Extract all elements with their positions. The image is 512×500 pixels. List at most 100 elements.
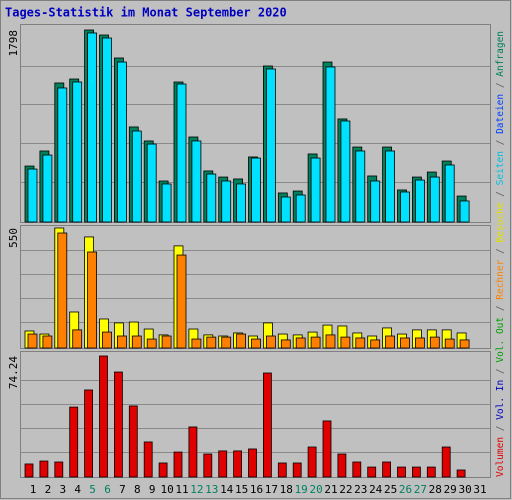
bar [27, 168, 38, 223]
bar [176, 83, 187, 223]
bar [456, 469, 466, 478]
bar [251, 338, 261, 349]
legend-separator: / [495, 426, 506, 432]
bar [218, 450, 228, 478]
x-tick-label: 17 [265, 483, 278, 496]
bar [444, 164, 455, 223]
bar [414, 179, 425, 223]
bar [325, 334, 336, 349]
bar [87, 32, 97, 223]
x-tick-label: 21 [324, 483, 337, 496]
bar [265, 68, 276, 223]
legend-separator: / [495, 368, 506, 374]
bar [310, 157, 321, 223]
bar [382, 461, 392, 478]
panel-frame [20, 225, 491, 349]
bar [158, 462, 168, 478]
bar [191, 140, 202, 223]
bar [295, 337, 306, 349]
x-tick-label: 14 [220, 483, 234, 496]
bar [459, 200, 470, 223]
bar [292, 462, 302, 478]
bar [385, 335, 396, 349]
bar [114, 371, 123, 478]
bar [206, 336, 217, 349]
x-tick-label: 9 [149, 483, 156, 496]
bar [72, 329, 83, 349]
x-tick-label: 18 [280, 483, 293, 496]
bar [206, 173, 217, 223]
legend-entry: Rechner [495, 259, 506, 299]
bar [42, 154, 53, 223]
bar [367, 466, 377, 478]
bar [146, 143, 157, 223]
bar [102, 331, 112, 349]
legend-entry: Vol. Out [495, 317, 506, 363]
bar [400, 337, 410, 349]
bar [146, 338, 157, 349]
bar [236, 183, 247, 223]
bar [69, 406, 79, 478]
x-tick-label: 31 [473, 483, 486, 496]
bar [131, 130, 142, 223]
bar [117, 335, 127, 349]
bar [72, 81, 83, 223]
bar [57, 232, 68, 349]
bar [340, 120, 351, 223]
bar [221, 180, 232, 223]
bar [370, 339, 381, 349]
bar [57, 87, 68, 223]
x-tick-label: 10 [160, 483, 173, 496]
y-tick-label: 74.24 [7, 356, 20, 389]
bar [322, 420, 332, 478]
x-tick-label: 22 [339, 483, 352, 496]
bar [414, 337, 425, 349]
bar [280, 196, 291, 223]
x-tick-label: 11 [175, 483, 188, 496]
bar [233, 450, 243, 478]
bar [251, 157, 261, 223]
bar [385, 150, 396, 223]
legend-entry: Vol. In [495, 380, 506, 420]
bar [277, 462, 287, 478]
bar [39, 460, 49, 478]
bar [128, 405, 138, 478]
bar [27, 333, 38, 349]
bar [191, 338, 202, 349]
legend-entry: Volumen [495, 437, 506, 477]
bar [176, 254, 187, 349]
bar [117, 61, 127, 223]
chart-title: Tages-Statistik im Monat September 2020 [5, 6, 287, 20]
bar [161, 183, 172, 223]
x-tick-label: 5 [89, 483, 96, 496]
bar [236, 333, 247, 349]
bar [340, 336, 351, 349]
legend-separator: / [495, 82, 506, 88]
bar [429, 176, 440, 223]
bar [99, 355, 108, 478]
bar [352, 461, 362, 478]
bar [444, 338, 455, 349]
bar [295, 194, 306, 223]
legend-separator: / [495, 248, 506, 254]
y-tick-label: 1798 [7, 30, 20, 57]
x-tick-label: 7 [119, 483, 126, 496]
bar [411, 466, 421, 478]
bar [459, 339, 470, 349]
bar [188, 426, 198, 478]
panel-frame [20, 24, 491, 223]
legend-separator: / [495, 191, 506, 197]
x-tick-label: 23 [354, 483, 367, 496]
x-tick-label: 27 [414, 483, 427, 496]
bar [429, 336, 440, 349]
bar [337, 453, 347, 478]
bar [441, 446, 451, 478]
x-tick-label: 26 [399, 483, 412, 496]
y-tick-label: 550 [7, 228, 20, 248]
bar [400, 191, 410, 223]
legend-entry: Besuche [495, 202, 506, 242]
x-tick-label: 16 [250, 483, 263, 496]
